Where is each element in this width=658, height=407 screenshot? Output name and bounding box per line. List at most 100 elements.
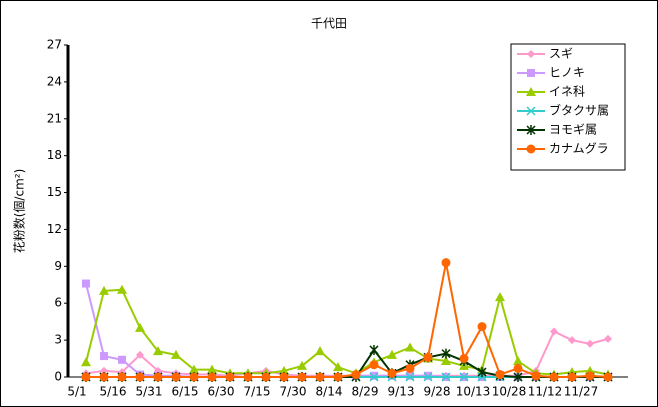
- marker: [585, 371, 595, 381]
- marker: [369, 360, 379, 370]
- marker: [405, 363, 415, 373]
- marker: [423, 372, 433, 382]
- marker: [82, 279, 90, 288]
- marker: [351, 370, 361, 380]
- marker: [527, 50, 535, 58]
- x-tick-label: 8/29: [352, 385, 379, 399]
- marker: [81, 372, 91, 382]
- x-tick-label: 5/16: [100, 385, 127, 399]
- marker: [100, 366, 108, 375]
- y-tick-label: 3: [54, 333, 62, 347]
- y-tick-label: 6: [54, 296, 62, 310]
- marker: [370, 371, 378, 380]
- marker: [297, 360, 307, 370]
- marker: [477, 367, 487, 378]
- marker: [459, 354, 469, 364]
- marker: [477, 322, 487, 332]
- marker: [526, 125, 536, 135]
- marker: [567, 372, 577, 382]
- marker: [586, 339, 594, 348]
- marker: [441, 258, 451, 268]
- marker: [526, 144, 536, 154]
- chart-title: 千代田: [311, 17, 347, 31]
- marker: [333, 362, 343, 372]
- x-tick-label: 7/30: [280, 385, 307, 399]
- marker: [279, 365, 289, 375]
- marker: [568, 336, 576, 345]
- y-axis-label: 花粉数(個/cm²): [12, 169, 27, 254]
- marker: [153, 346, 163, 356]
- marker: [189, 372, 199, 382]
- marker: [207, 372, 217, 382]
- marker: [279, 372, 289, 382]
- y-tick-label: 21: [47, 111, 62, 125]
- marker: [117, 372, 127, 382]
- marker: [297, 372, 307, 382]
- marker: [549, 372, 559, 382]
- marker: [387, 349, 397, 359]
- marker: [171, 349, 181, 359]
- marker: [550, 327, 558, 336]
- marker: [100, 352, 108, 361]
- marker: [513, 363, 523, 373]
- marker: [526, 106, 536, 116]
- marker: [531, 371, 541, 381]
- x-tick-label: 5/31: [136, 385, 163, 399]
- marker: [261, 372, 271, 382]
- x-tick-label: 11/12: [528, 385, 563, 399]
- marker: [441, 356, 451, 366]
- marker: [495, 292, 505, 302]
- y-tick-label: 9: [54, 259, 62, 273]
- marker: [406, 371, 414, 380]
- x-tick-label: 7/15: [244, 385, 271, 399]
- x-tick-label: 9/28: [424, 385, 451, 399]
- marker: [81, 357, 91, 367]
- marker: [135, 372, 145, 382]
- marker: [118, 355, 126, 364]
- marker: [333, 372, 343, 382]
- marker: [405, 342, 415, 352]
- legend-label: ブタクサ属: [549, 103, 609, 118]
- marker: [315, 346, 325, 356]
- marker: [369, 344, 379, 355]
- marker: [243, 372, 253, 382]
- legend-label: ヨモギ属: [549, 123, 597, 137]
- marker: [225, 372, 235, 382]
- marker: [423, 352, 433, 362]
- marker: [387, 368, 397, 378]
- x-tick-label: 6/30: [208, 385, 235, 399]
- x-tick-label: 6/15: [172, 385, 199, 399]
- marker: [99, 372, 109, 382]
- y-tick-label: 0: [54, 370, 62, 384]
- marker: [171, 372, 181, 382]
- legend-label: スギ: [549, 47, 573, 61]
- legend-label: イネ科: [549, 85, 585, 99]
- marker: [189, 364, 199, 374]
- marker: [527, 69, 535, 77]
- marker: [369, 372, 379, 382]
- marker: [526, 87, 536, 96]
- marker: [495, 370, 505, 380]
- marker: [513, 372, 523, 382]
- x-tick-label: 10/28: [492, 385, 527, 399]
- marker: [441, 372, 451, 382]
- marker: [459, 372, 469, 382]
- marker: [405, 372, 415, 382]
- marker: [207, 364, 217, 374]
- x-tick-label: 9/13: [388, 385, 415, 399]
- x-tick-label: 11/27: [564, 385, 599, 399]
- y-tick-label: 12: [47, 222, 62, 236]
- marker: [136, 350, 144, 359]
- marker: [315, 372, 325, 382]
- y-tick-label: 15: [47, 185, 62, 199]
- x-tick-label: 8/14: [316, 385, 343, 399]
- y-tick-label: 24: [47, 74, 62, 88]
- marker: [513, 356, 523, 366]
- marker: [441, 348, 451, 359]
- marker: [424, 371, 432, 380]
- legend-label: ヒノキ: [549, 66, 585, 80]
- y-tick-label: 27: [47, 38, 62, 52]
- marker: [117, 284, 127, 294]
- y-tick-label: 18: [47, 148, 62, 162]
